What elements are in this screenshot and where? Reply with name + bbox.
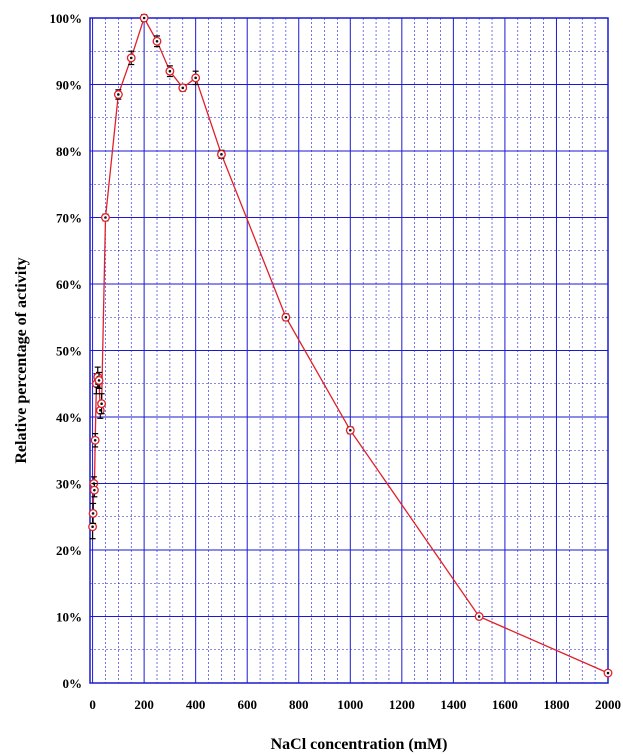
y-tick-label: 30% (56, 477, 82, 492)
data-point (89, 482, 99, 498)
y-tick-label: 0% (63, 676, 83, 691)
x-tick-label: 2000 (595, 697, 621, 712)
x-tick-label: 1600 (492, 697, 518, 712)
point-marker-center (477, 615, 481, 618)
series-layer (88, 13, 613, 678)
y-tick-label: 100% (50, 11, 83, 26)
x-tick-label: 400 (186, 697, 206, 712)
data-point (88, 514, 98, 540)
x-tick-label: 200 (134, 697, 154, 712)
data-point (345, 425, 355, 435)
point-marker-center (104, 216, 107, 219)
point-marker-center (142, 16, 146, 20)
point-marker-center (100, 402, 103, 406)
data-point (216, 149, 226, 159)
point-marker-center (91, 525, 94, 529)
point-marker-center (97, 379, 101, 382)
point-marker-center (99, 409, 102, 412)
x-tick-label: 1200 (389, 697, 415, 712)
y-tick-label: 60% (56, 277, 82, 292)
y-tick-label: 90% (56, 78, 82, 93)
y-tick-label: 10% (56, 610, 82, 625)
x-axis-title: NaCl concentration (mM) (271, 736, 448, 753)
data-point (603, 668, 613, 678)
point-marker-center (93, 488, 96, 492)
y-tick-label: 20% (56, 543, 82, 558)
x-tick-labels: 0 200 400 600 800 1000 1200 1400 1600 1800 2000 (89, 697, 621, 712)
point-marker-center (194, 76, 197, 80)
data-point (88, 502, 98, 525)
data-point (113, 89, 123, 100)
data-point (97, 393, 107, 415)
point-marker-center (129, 56, 133, 60)
data-point (94, 371, 104, 390)
x-tick-label: 800 (289, 697, 309, 712)
point-marker-center (606, 671, 610, 675)
y-tick-labels: 0% 10% 20% 30% 40% 50% 60% 70% 80% 90% 100% (50, 11, 83, 691)
y-axis-title: Relative percentage of activity (13, 257, 30, 463)
data-point (281, 312, 291, 322)
point-marker-center (284, 315, 288, 319)
data-point (101, 213, 110, 222)
point-marker-center (220, 153, 223, 156)
plot-frame (89, 17, 609, 684)
data-point (474, 612, 484, 621)
x-tick-label: 0 (89, 697, 96, 712)
y-tick-label: 40% (56, 410, 82, 425)
x-tick-label: 1800 (543, 697, 569, 712)
x-tick-label: 1400 (440, 697, 466, 712)
data-point (139, 13, 149, 23)
data-point (126, 50, 136, 66)
point-marker-center (91, 512, 95, 515)
point-marker-center (93, 438, 97, 442)
point-marker-center (181, 86, 185, 90)
x-tick-label: 1000 (337, 697, 363, 712)
y-tick-label: 80% (56, 144, 82, 159)
y-tick-label: 50% (56, 344, 82, 359)
data-point (152, 35, 162, 48)
data-point (165, 65, 175, 78)
data-point (90, 433, 100, 448)
grid (90, 17, 609, 684)
data-point (178, 83, 188, 93)
point-marker-center (155, 39, 159, 43)
point-marker-center (168, 69, 172, 73)
x-tick-label: 600 (237, 697, 257, 712)
point-marker-center (348, 429, 352, 432)
data-point (191, 70, 201, 86)
y-tick-label: 70% (56, 211, 82, 226)
point-marker-center (117, 93, 120, 96)
